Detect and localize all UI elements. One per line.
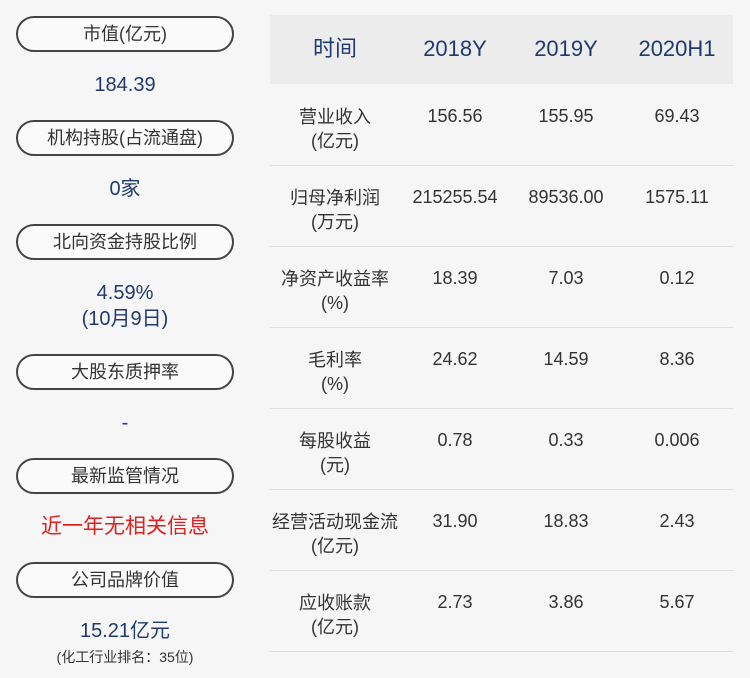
label-pill: 机构持股(占流通盘) [16,120,234,156]
value-cell: 3.86 [548,592,584,612]
row-unit: (亿元) [311,536,359,556]
label-pill: 大股东质押率 [16,354,234,390]
label-pill: 北向资金持股比例 [16,224,234,260]
value-cell: 24.62 [432,349,478,369]
value-cell: 215255.54 [412,187,498,207]
row-unit: (亿元) [311,617,359,637]
row-label: 归母净利润 [290,188,380,208]
table-header-bg [270,15,733,84]
item-note: (化工行业排名：35位) [56,649,194,665]
value-cell: 18.83 [543,511,589,531]
item-value: 184.39 [94,74,156,96]
item-value: 15.21亿元 [79,620,171,642]
item-note: (10月9日) [81,308,169,330]
value-cell: 2.73 [437,592,473,612]
value-cell: 155.95 [538,106,594,126]
value-cell: 5.67 [659,592,695,612]
row-unit: (元) [320,455,350,475]
row-unit: (%) [321,293,349,313]
row-label: 净资产收益率 [281,269,389,289]
value-cell: 0.12 [659,268,695,288]
header-cell: 2020H1 [638,36,716,61]
value-cell: 0.006 [654,430,700,450]
item-value: 近一年无相关信息 [41,515,209,538]
label-pill: 公司品牌价值 [16,562,234,598]
header-cell: 时间 [312,36,357,61]
value-cell: 14.59 [543,349,589,369]
item-value: 4.59% [96,282,154,304]
value-cell: 69.43 [654,106,700,126]
value-cell: 156.56 [427,106,483,126]
row-divider [270,165,733,166]
value-cell: 0.33 [548,430,584,450]
label-pill: 市值(亿元) [16,16,234,52]
row-divider [270,327,733,328]
row-label: 应收账款 [299,593,371,613]
row-divider [270,408,733,409]
value-cell: 31.90 [432,511,478,531]
row-unit: (亿元) [311,131,359,151]
row-unit: (%) [321,374,349,394]
header-cell: 2019Y [534,36,598,61]
value-cell: 0.78 [437,430,473,450]
row-divider [270,651,733,652]
row-label: 每股收益 [299,431,371,451]
row-label: 经营活动现金流 [272,512,398,532]
row-label: 营业收入 [299,107,371,127]
value-cell: 1575.11 [645,187,709,207]
row-unit: (万元) [311,212,359,232]
item-value: - [121,412,129,434]
value-cell: 18.39 [432,268,478,288]
value-cell: 2.43 [659,511,695,531]
item-value: 0家 [109,178,141,200]
row-divider [270,570,733,571]
header-cell: 2018Y [423,36,487,61]
label-pill: 最新监管情况 [16,458,234,494]
value-cell: 7.03 [548,268,584,288]
row-divider [270,489,733,490]
value-cell: 8.36 [659,349,695,369]
value-cell: 89536.00 [528,187,604,207]
row-label: 毛利率 [308,350,362,370]
row-divider [270,246,733,247]
